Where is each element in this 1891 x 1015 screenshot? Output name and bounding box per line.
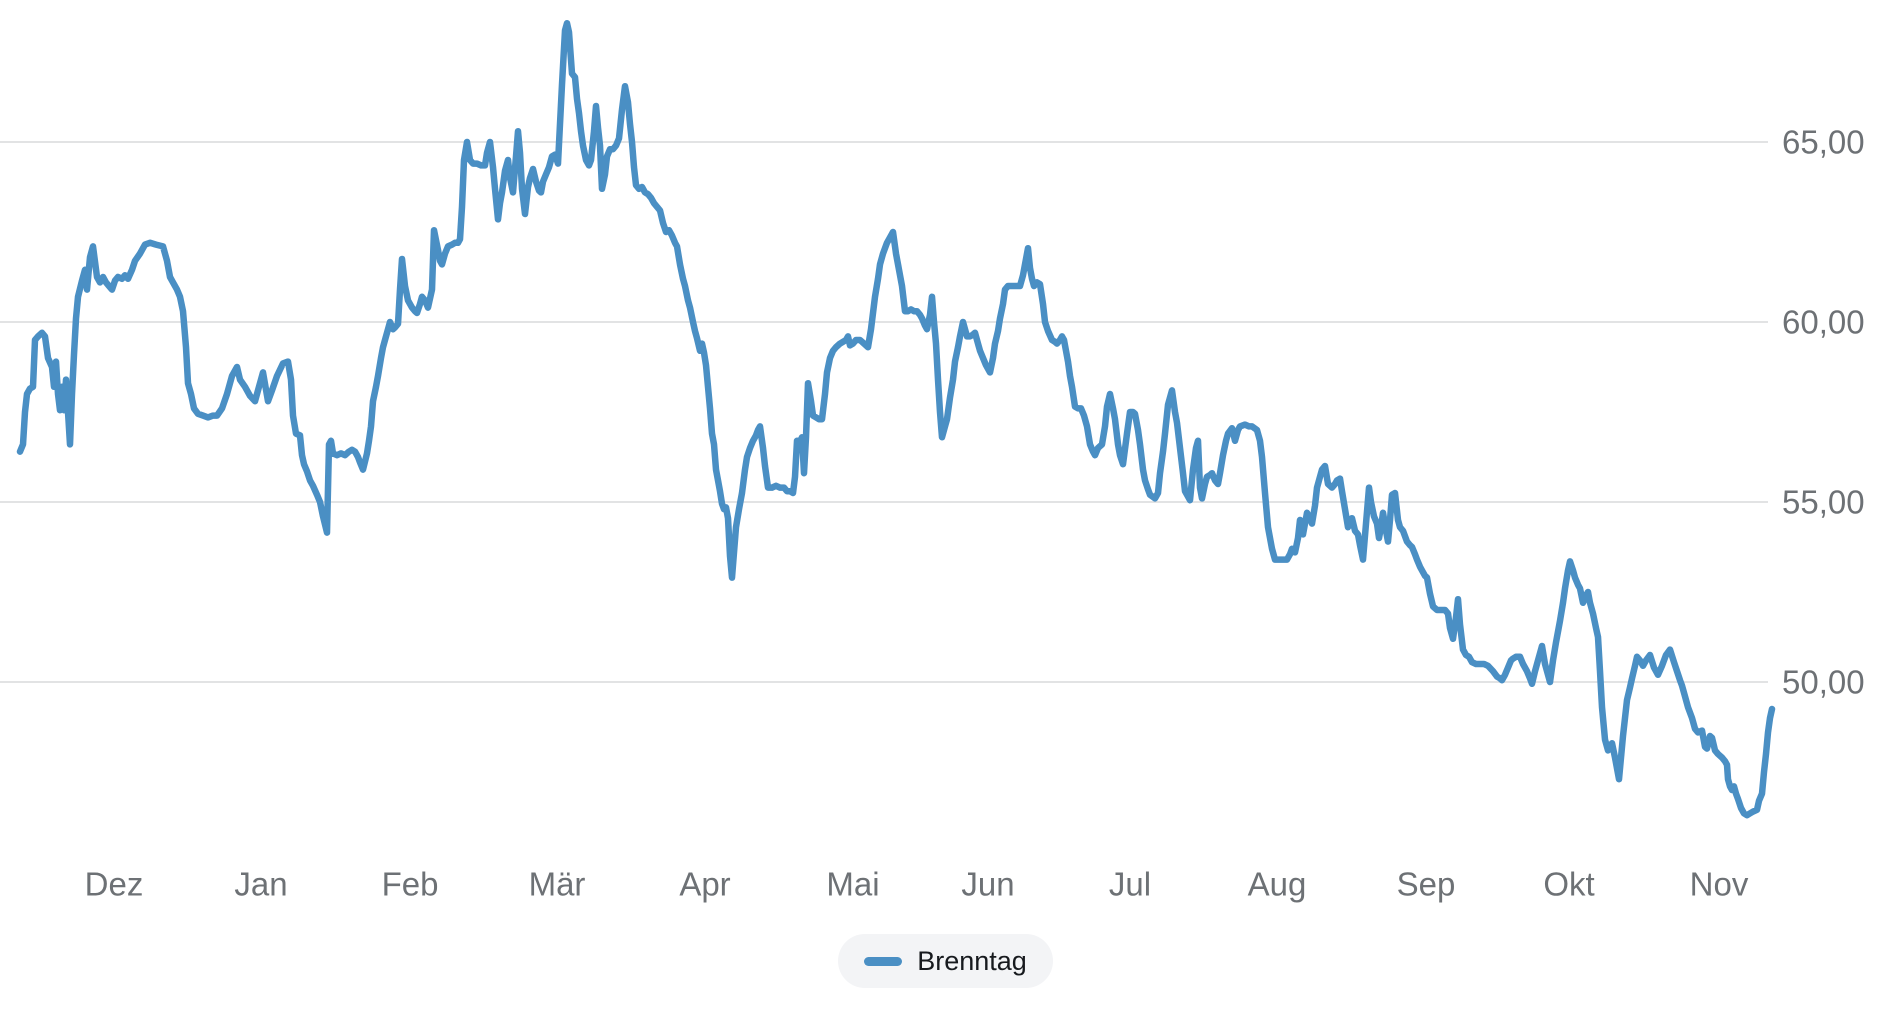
axis-labels-layer: 65,00 60,00 55,00 50,00 Dez Jan Feb Mär Apr Mai Ju… xyxy=(85,124,1865,903)
x-axis-label-mär: Mär xyxy=(529,866,586,903)
x-axis-label-okt: Okt xyxy=(1543,866,1594,903)
legend-pill-brenntag[interactable]: Brenntag xyxy=(838,934,1053,988)
gridlines-layer xyxy=(0,141,1768,683)
x-axis-label-aug: Aug xyxy=(1248,866,1307,903)
legend-series-label: Brenntag xyxy=(917,945,1027,976)
y-axis-label-50: 50,00 xyxy=(1782,664,1865,701)
x-axis-label-nov: Nov xyxy=(1690,866,1749,903)
x-axis-label-feb: Feb xyxy=(382,866,439,903)
price-line-brenntag[interactable] xyxy=(16,19,1776,819)
x-axis-label-dez: Dez xyxy=(85,866,144,903)
chart-legend: Brenntag xyxy=(0,934,1891,988)
x-axis-label-jan: Jan xyxy=(234,866,287,903)
x-axis-label-apr: Apr xyxy=(679,866,730,903)
y-axis-label-55: 55,00 xyxy=(1782,484,1865,521)
y-axis-label-60: 60,00 xyxy=(1782,304,1865,341)
series-layer xyxy=(16,19,1776,819)
x-axis-label-mai: Mai xyxy=(826,866,879,903)
y-axis-label-65: 65,00 xyxy=(1782,124,1865,161)
x-axis-label-jun: Jun xyxy=(961,866,1014,903)
x-axis-label-sep: Sep xyxy=(1397,866,1456,903)
series-dash-icon xyxy=(864,956,903,966)
x-axis-label-jul: Jul xyxy=(1109,866,1151,903)
